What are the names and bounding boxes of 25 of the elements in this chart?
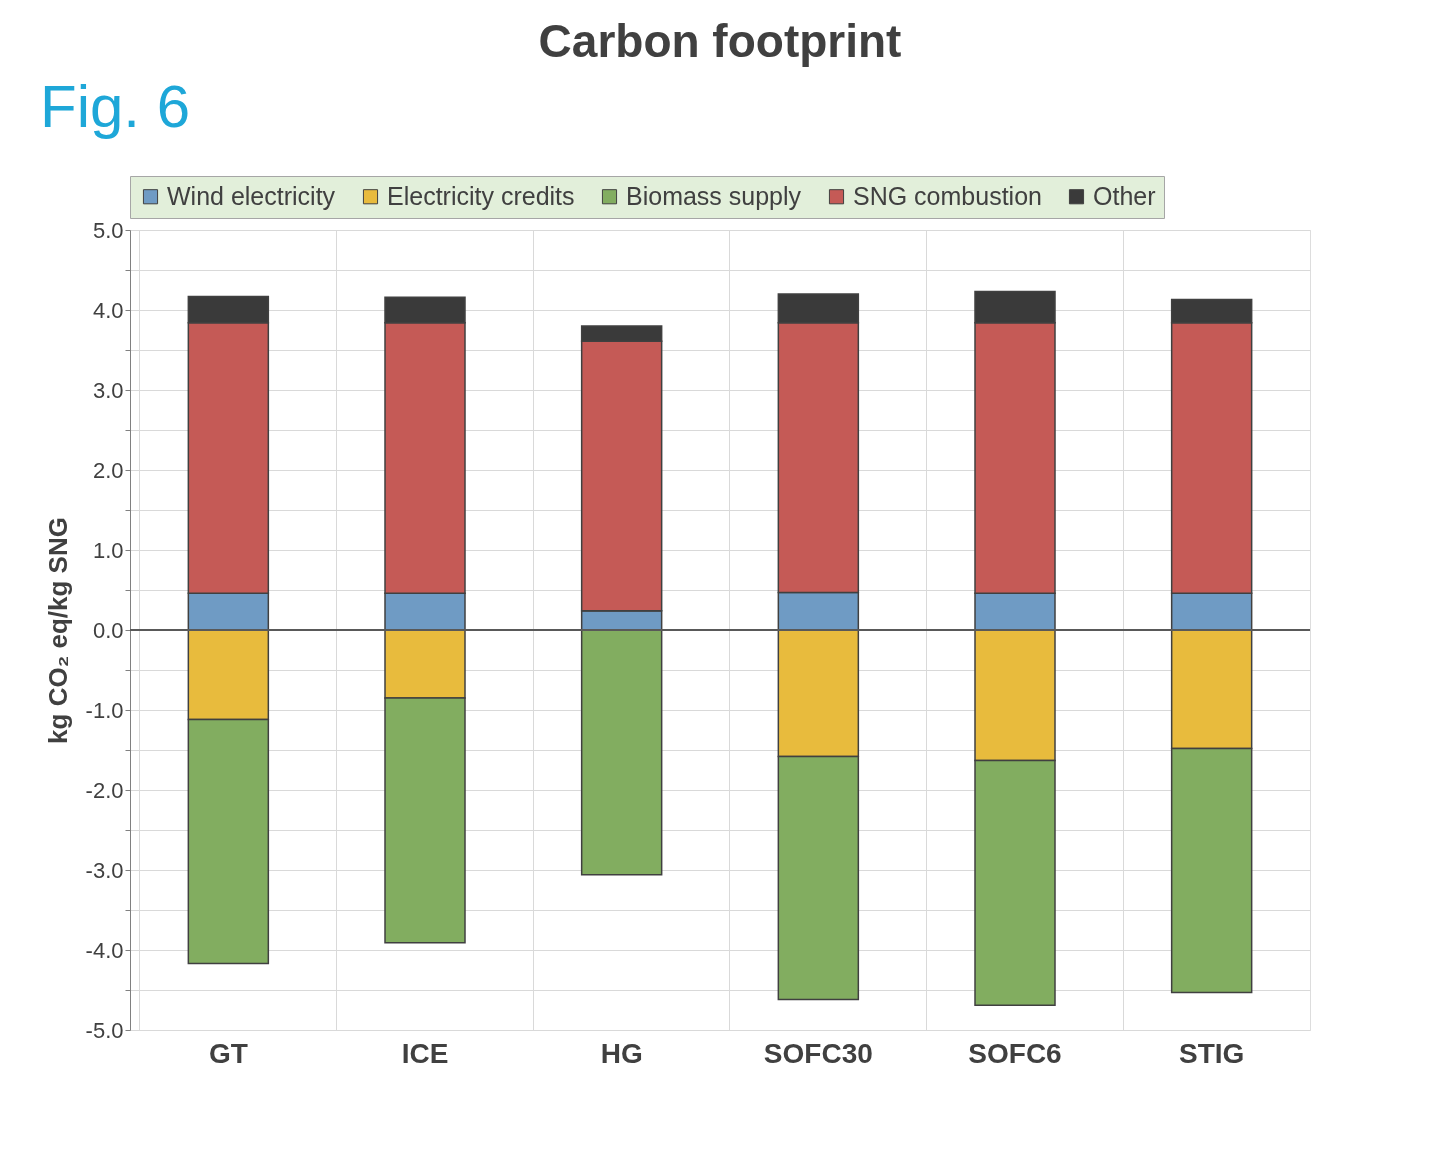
chart-title: Carbon footprint	[538, 15, 902, 67]
y-tick-label: -3.0	[85, 857, 124, 883]
y-tick-label: 2.0	[92, 457, 124, 483]
caption: Fig. 6	[40, 73, 191, 140]
x-tick-label: SOFC30	[763, 1037, 873, 1069]
y-tick-label: 4.0	[92, 297, 124, 323]
y-tick-label: -2.0	[85, 777, 124, 803]
y-tick-label: 3.0	[92, 377, 124, 403]
y-tick-label: -1.0	[85, 697, 124, 723]
x-tick-label: HG	[600, 1037, 643, 1069]
y-tick-label: -5.0	[85, 1017, 124, 1043]
y-tick-label: 5.0	[92, 217, 124, 243]
y-tick-label: 0.0	[92, 617, 124, 643]
legend-label: SNG combustion	[853, 181, 1042, 210]
x-tick-label: GT	[208, 1037, 248, 1069]
y-tick-label: 1.0	[92, 537, 124, 563]
x-tick-label: STIG	[1178, 1037, 1245, 1069]
x-tick-label: SOFC6	[968, 1037, 1062, 1069]
legend-label: Biomass supply	[626, 181, 802, 210]
legend-label: Wind electricity	[167, 181, 336, 210]
legend-label: Other	[1093, 181, 1156, 210]
legend-label: Electricity credits	[387, 181, 575, 210]
x-tick-label: ICE	[401, 1037, 449, 1069]
y-axis-title: kg CO₂ eq/kg SNG	[42, 517, 73, 744]
y-tick-label: -4.0	[85, 937, 124, 963]
